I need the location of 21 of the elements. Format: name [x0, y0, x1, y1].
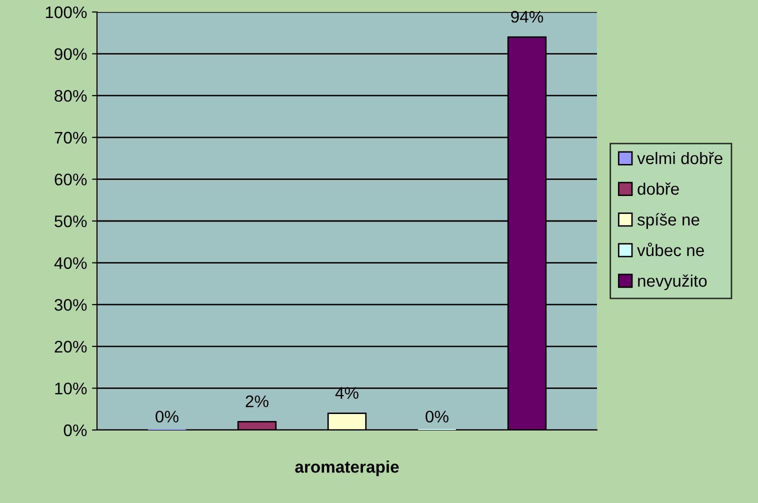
y-tick-label: 70%: [54, 132, 87, 144]
legend-label: nevyužito: [638, 274, 707, 290]
legend-label: vůbec ne: [637, 242, 704, 256]
data-label: 94%: [511, 10, 544, 23]
y-tick-label: 40%: [54, 257, 87, 270]
y-tick-label: 20%: [54, 340, 87, 353]
legend-label: dobře: [638, 182, 679, 195]
y-tick-label: 60%: [54, 174, 87, 186]
data-label: 0%: [156, 410, 178, 423]
y-tick-label: 0%: [64, 424, 87, 436]
y-tick-label: 90%: [54, 48, 87, 60]
y-tick-label: 30%: [54, 299, 87, 311]
data-label: 2%: [246, 395, 268, 408]
x-tick-label: aromaterapie: [295, 460, 399, 476]
y-tick-label: 10%: [55, 382, 87, 394]
y-tick-label: 100%: [46, 6, 87, 18]
data-label: 0%: [426, 410, 448, 423]
legend-label: spíše ne: [637, 213, 700, 229]
y-tick-label: 50%: [54, 215, 87, 228]
legend-label: velmi dobře: [637, 152, 722, 164]
y-tick-label: 80%: [54, 90, 87, 102]
